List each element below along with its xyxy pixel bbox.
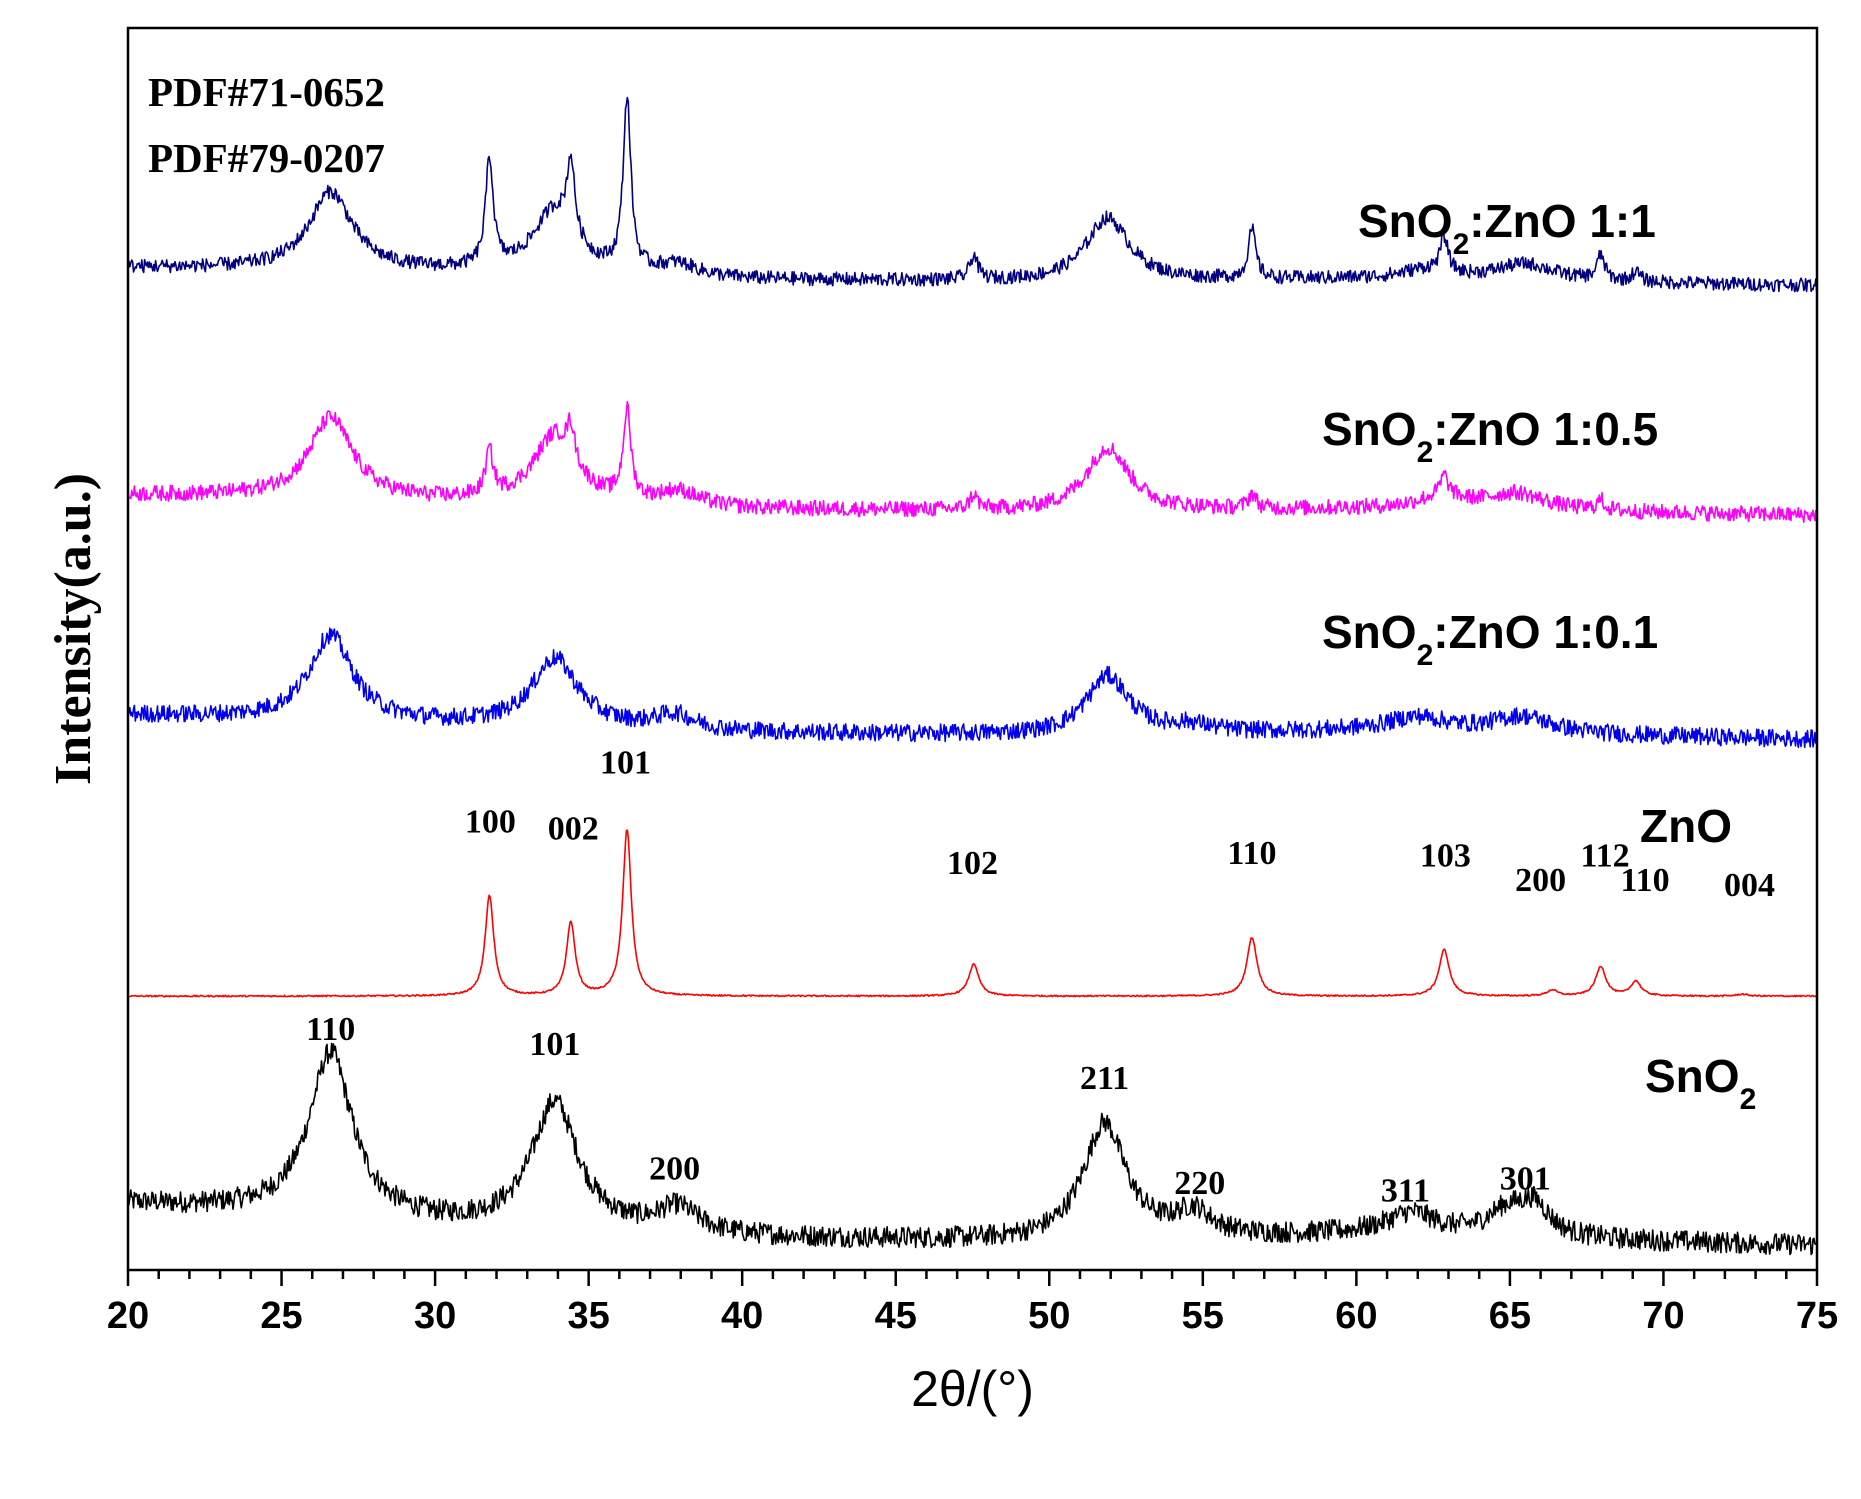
series-label: SnO2 <box>1645 1050 1756 1116</box>
peak-index-label: 100 <box>465 803 516 840</box>
x-tick-label: 40 <box>721 1295 763 1337</box>
y-axis-title: Intensity(a.u.) <box>45 473 102 785</box>
peak-index-label: 102 <box>947 845 998 882</box>
peak-index-label: 002 <box>548 811 599 848</box>
series-labels: SnO2 ZnO SnO2:ZnO 1:0.1 SnO2:ZnO 1:0.5 SnO2:… <box>1322 195 1756 1116</box>
series-line <box>127 627 1818 749</box>
x-tick-label: 20 <box>107 1295 149 1337</box>
reference-pdf-label: PDF#79-0207 <box>148 135 385 181</box>
peak-index-label: 110 <box>1227 835 1276 872</box>
x-tick-label: 45 <box>875 1295 917 1337</box>
peak-index-label: 101 <box>600 745 651 782</box>
peak-index-label: 110 <box>306 1011 355 1048</box>
series-layer <box>127 96 1818 1256</box>
x-tick-label: 35 <box>567 1295 609 1337</box>
peak-index-label: 211 <box>1080 1060 1129 1097</box>
x-tick-label: 25 <box>260 1295 302 1337</box>
x-tick-label: 70 <box>1642 1295 1684 1337</box>
series-label: SnO2:ZnO 1:0.5 <box>1322 403 1658 469</box>
x-tick-label: 50 <box>1028 1295 1070 1337</box>
series-line <box>127 1042 1818 1256</box>
x-axis-title: 2θ/(°) <box>911 1361 1034 1417</box>
series-label: ZnO <box>1640 800 1732 852</box>
peak-index-label: 220 <box>1174 1165 1225 1202</box>
peak-index-label: 112 <box>1581 838 1630 875</box>
axes-layer <box>126 26 1819 1272</box>
peak-index-label: 004 <box>1724 867 1775 904</box>
x-tick-label: 55 <box>1182 1295 1224 1337</box>
series-line <box>127 401 1818 524</box>
series-label: SnO2:ZnO 1:1 <box>1358 195 1656 261</box>
x-tick-label: 30 <box>414 1295 456 1337</box>
x-tick-label: 65 <box>1489 1295 1531 1337</box>
reference-pdf-label: PDF#71-0652 <box>148 69 385 115</box>
x-tick-label: 60 <box>1335 1295 1377 1337</box>
x-tick-label: 75 <box>1796 1295 1838 1337</box>
series-line <box>127 829 1818 998</box>
x-axis-ticks: 20 25 30 35 40 45 50 55 60 65 70 75 <box>107 1270 1838 1337</box>
peak-index-label: 200 <box>649 1151 700 1188</box>
series-label: SnO2:ZnO 1:0.1 <box>1322 606 1658 672</box>
series-line <box>127 96 1818 293</box>
plot-frame <box>126 26 1819 1272</box>
peak-index-label: 101 <box>529 1026 580 1063</box>
peak-index-label: 110 <box>1620 862 1669 899</box>
peak-index-label: 200 <box>1515 862 1566 899</box>
peak-index-label: 311 <box>1381 1173 1430 1210</box>
peak-index-label: 103 <box>1420 838 1471 875</box>
peak-index-label: 301 <box>1500 1160 1551 1197</box>
